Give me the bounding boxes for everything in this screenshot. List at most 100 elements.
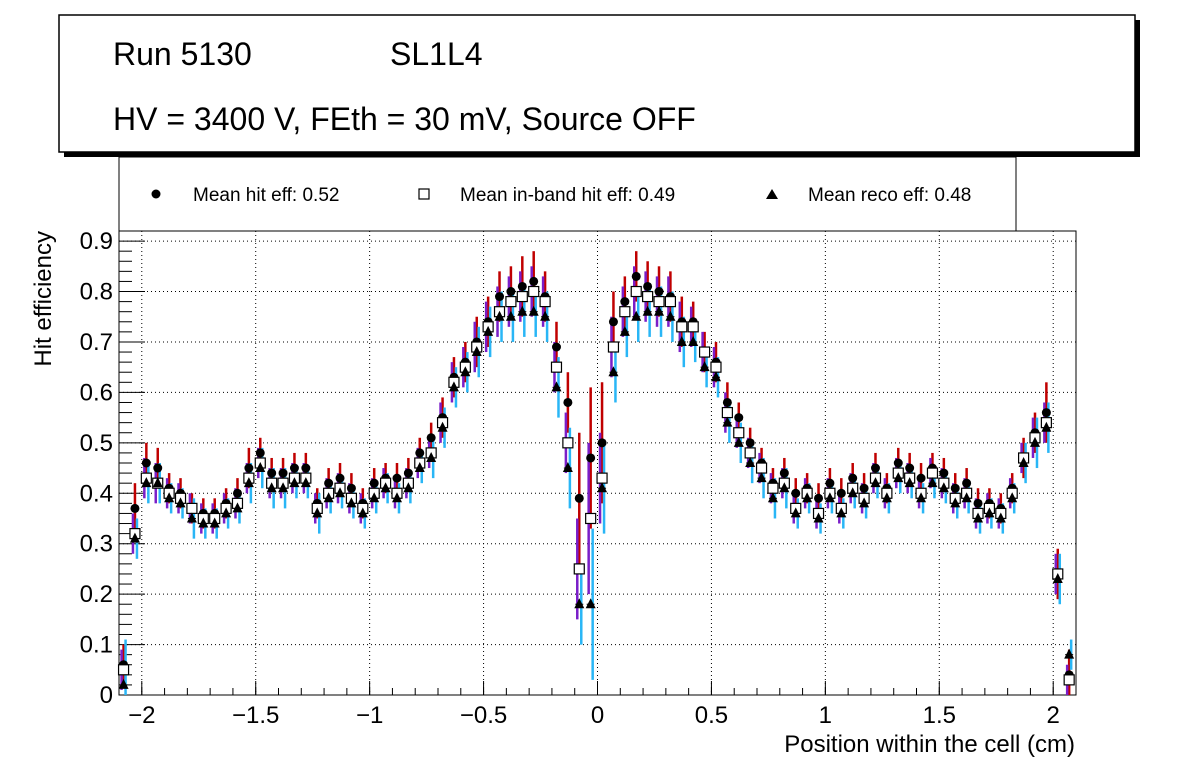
reco-eff-point	[654, 305, 665, 316]
reco-eff-point	[460, 366, 471, 377]
hit-eff-point	[563, 397, 573, 407]
hit-eff-point	[232, 488, 242, 498]
reco-eff-point	[619, 325, 630, 336]
hit-eff-point	[597, 438, 607, 448]
markers-2	[118, 305, 1075, 689]
reco-eff-point	[186, 512, 197, 523]
hit-eff-point	[1041, 408, 1051, 418]
hit-eff-point	[586, 453, 596, 463]
y-tick-label: 0.7	[80, 329, 113, 356]
hit-eff-point	[392, 473, 402, 483]
y-tick-label: 0.9	[80, 228, 113, 255]
reco-eff-point	[437, 421, 448, 432]
hit-eff-point	[836, 488, 846, 498]
hit-eff-point	[255, 448, 265, 458]
reco-eff-point	[995, 512, 1006, 523]
reco-eff-point	[722, 416, 733, 427]
hit-eff-point	[346, 483, 356, 493]
inband-eff-point	[721, 406, 733, 419]
reco-eff-point	[551, 381, 562, 392]
reco-eff-point	[1018, 457, 1029, 467]
inband-eff-point	[516, 290, 528, 303]
reco-eff-point	[790, 507, 801, 518]
legend-label-hit-eff: Mean hit eff: 0.52	[193, 185, 339, 206]
inband-eff-point	[117, 664, 130, 676]
hit-eff-point	[631, 271, 641, 281]
hit-eff-point	[962, 478, 972, 488]
x-tick-label: −2	[128, 702, 155, 729]
reco-eff-point	[562, 462, 573, 473]
hit-eff-point	[734, 413, 744, 423]
inband-eff-point	[596, 472, 608, 484]
title-box	[58, 14, 1136, 153]
inband-eff-point	[585, 512, 597, 525]
reco-eff-point	[665, 310, 676, 321]
reco-eff-point	[710, 371, 721, 382]
reco-eff-point	[300, 477, 311, 488]
reco-eff-point	[847, 487, 858, 498]
reco-eff-point	[597, 482, 608, 493]
reco-eff-point	[927, 477, 938, 488]
inband-eff-point	[619, 306, 631, 318]
data-points	[117, 251, 1075, 695]
reco-eff-point	[152, 477, 163, 488]
hit-eff-point	[506, 287, 516, 297]
inband-eff-point	[733, 427, 745, 439]
reco-eff-point	[824, 492, 835, 503]
hit-eff-point	[848, 473, 858, 483]
hit-eff-point	[289, 463, 299, 473]
reco-eff-point	[255, 462, 266, 473]
hit-eff-point	[939, 468, 949, 478]
reco-eff-point	[164, 492, 175, 503]
inband-eff-point	[1063, 674, 1075, 686]
reco-eff-point	[916, 492, 927, 503]
reco-eff-point	[1052, 573, 1063, 583]
reco-eff-point	[733, 436, 744, 447]
hit-eff-point	[495, 292, 505, 302]
hit-eff-point	[324, 478, 334, 488]
hit-eff-point	[973, 498, 983, 508]
reco-eff-point	[642, 305, 653, 316]
reco-eff-point	[688, 335, 699, 346]
inband-eff-point	[698, 346, 711, 358]
hit-eff-point	[141, 458, 151, 468]
reco-eff-point	[756, 472, 767, 483]
inband-eff-point	[562, 437, 574, 449]
title-chamber: SL1L4	[390, 36, 483, 72]
hit-eff-point	[244, 463, 254, 473]
inband-eff-point	[642, 290, 654, 303]
x-tick-label: 1	[819, 702, 832, 729]
reco-eff-point	[813, 512, 824, 523]
x-tick-label: −1.5	[232, 702, 279, 729]
x-tick-label: −0.5	[460, 702, 507, 729]
reco-eff-point	[950, 497, 961, 508]
y-axis-label: Hit efficiency	[30, 231, 57, 367]
legend: Mean hit eff: 0.52 Mean in-band hit eff:…	[151, 185, 971, 206]
reco-eff-point	[904, 477, 915, 488]
reco-eff-point	[870, 477, 881, 488]
hit-eff-point	[551, 342, 561, 352]
hit-eff-point	[620, 297, 630, 307]
reco-eff-point	[289, 477, 300, 488]
legend-label-reco-eff: Mean reco eff: 0.48	[808, 185, 971, 206]
hit-eff-point	[643, 281, 653, 291]
reco-eff-point	[1064, 648, 1075, 659]
y-tick-label: 0.2	[80, 581, 113, 608]
reco-eff-point	[517, 305, 528, 316]
inband-eff-point	[687, 321, 699, 333]
legend-box	[118, 156, 1017, 232]
reco-eff-point	[938, 482, 949, 493]
inband-eff-point	[664, 296, 677, 308]
y-tick-label: 0	[100, 682, 113, 709]
reco-eff-point	[243, 477, 254, 488]
reco-eff-point	[893, 472, 904, 483]
reco-eff-point	[266, 482, 277, 493]
reco-eff-point	[471, 346, 482, 357]
hit-eff-point	[893, 458, 903, 468]
inband-eff-point	[550, 361, 563, 373]
reco-eff-point	[836, 507, 847, 518]
reco-eff-point	[448, 381, 459, 392]
inband-eff-point	[539, 296, 551, 308]
reco-eff-point	[973, 512, 984, 523]
